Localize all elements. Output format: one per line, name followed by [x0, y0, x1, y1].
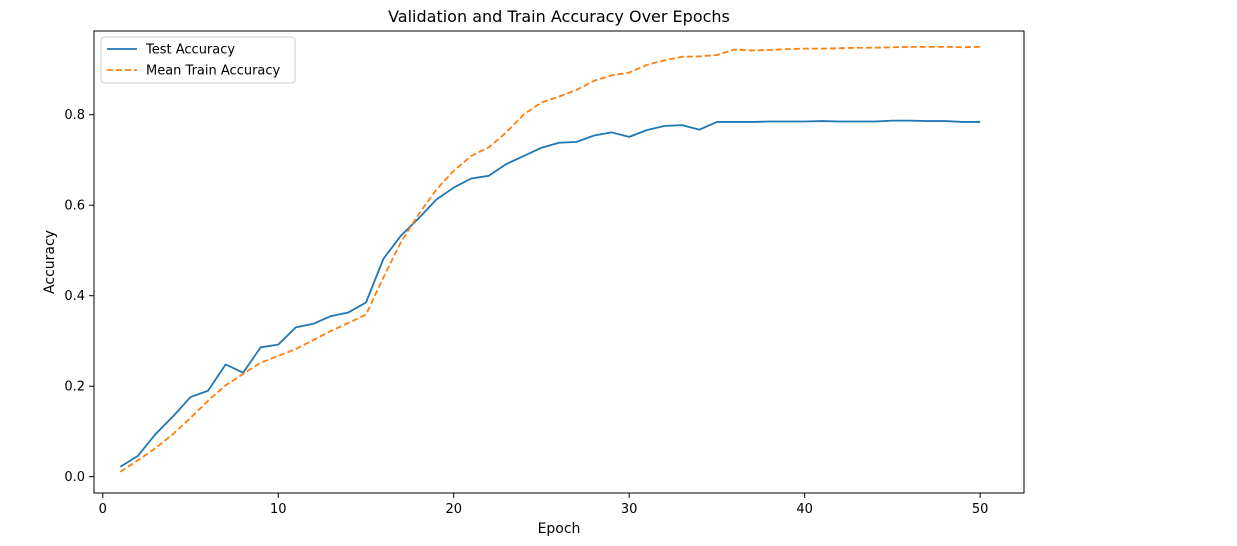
legend-label: Test Accuracy	[145, 43, 235, 58]
y-axis-title: Accuracy	[42, 230, 58, 294]
x-tick-label: 10	[270, 502, 287, 517]
x-tick-label: 0	[99, 502, 107, 517]
chart-title: Validation and Train Accuracy Over Epoch…	[388, 7, 730, 26]
axis-ticks: 0 10 20 30 40 50 0.0 0.2 0.4 0.6 0.8	[64, 108, 988, 517]
plot-frame	[93, 30, 1025, 494]
legend: Test Accuracy Mean Train Accuracy	[100, 36, 296, 84]
y-tick-label: 0.4	[64, 289, 85, 304]
y-tick-label: 0.2	[64, 380, 85, 395]
legend-label: Mean Train Accuracy	[146, 64, 281, 79]
x-axis-title: Epoch	[538, 521, 581, 537]
y-tick-label: 0.6	[64, 199, 85, 214]
series-line-2	[119, 45, 981, 473]
x-tick-label: 20	[445, 502, 462, 517]
series-line-1	[119, 119, 981, 468]
y-tick-label: 0.0	[64, 470, 85, 485]
x-tick-label: 40	[796, 502, 813, 517]
y-tick-label: 0.8	[64, 108, 85, 123]
legend-box	[100, 36, 296, 84]
series-lines	[119, 45, 981, 473]
x-tick-label: 50	[972, 502, 989, 517]
x-tick-label: 30	[621, 502, 638, 517]
